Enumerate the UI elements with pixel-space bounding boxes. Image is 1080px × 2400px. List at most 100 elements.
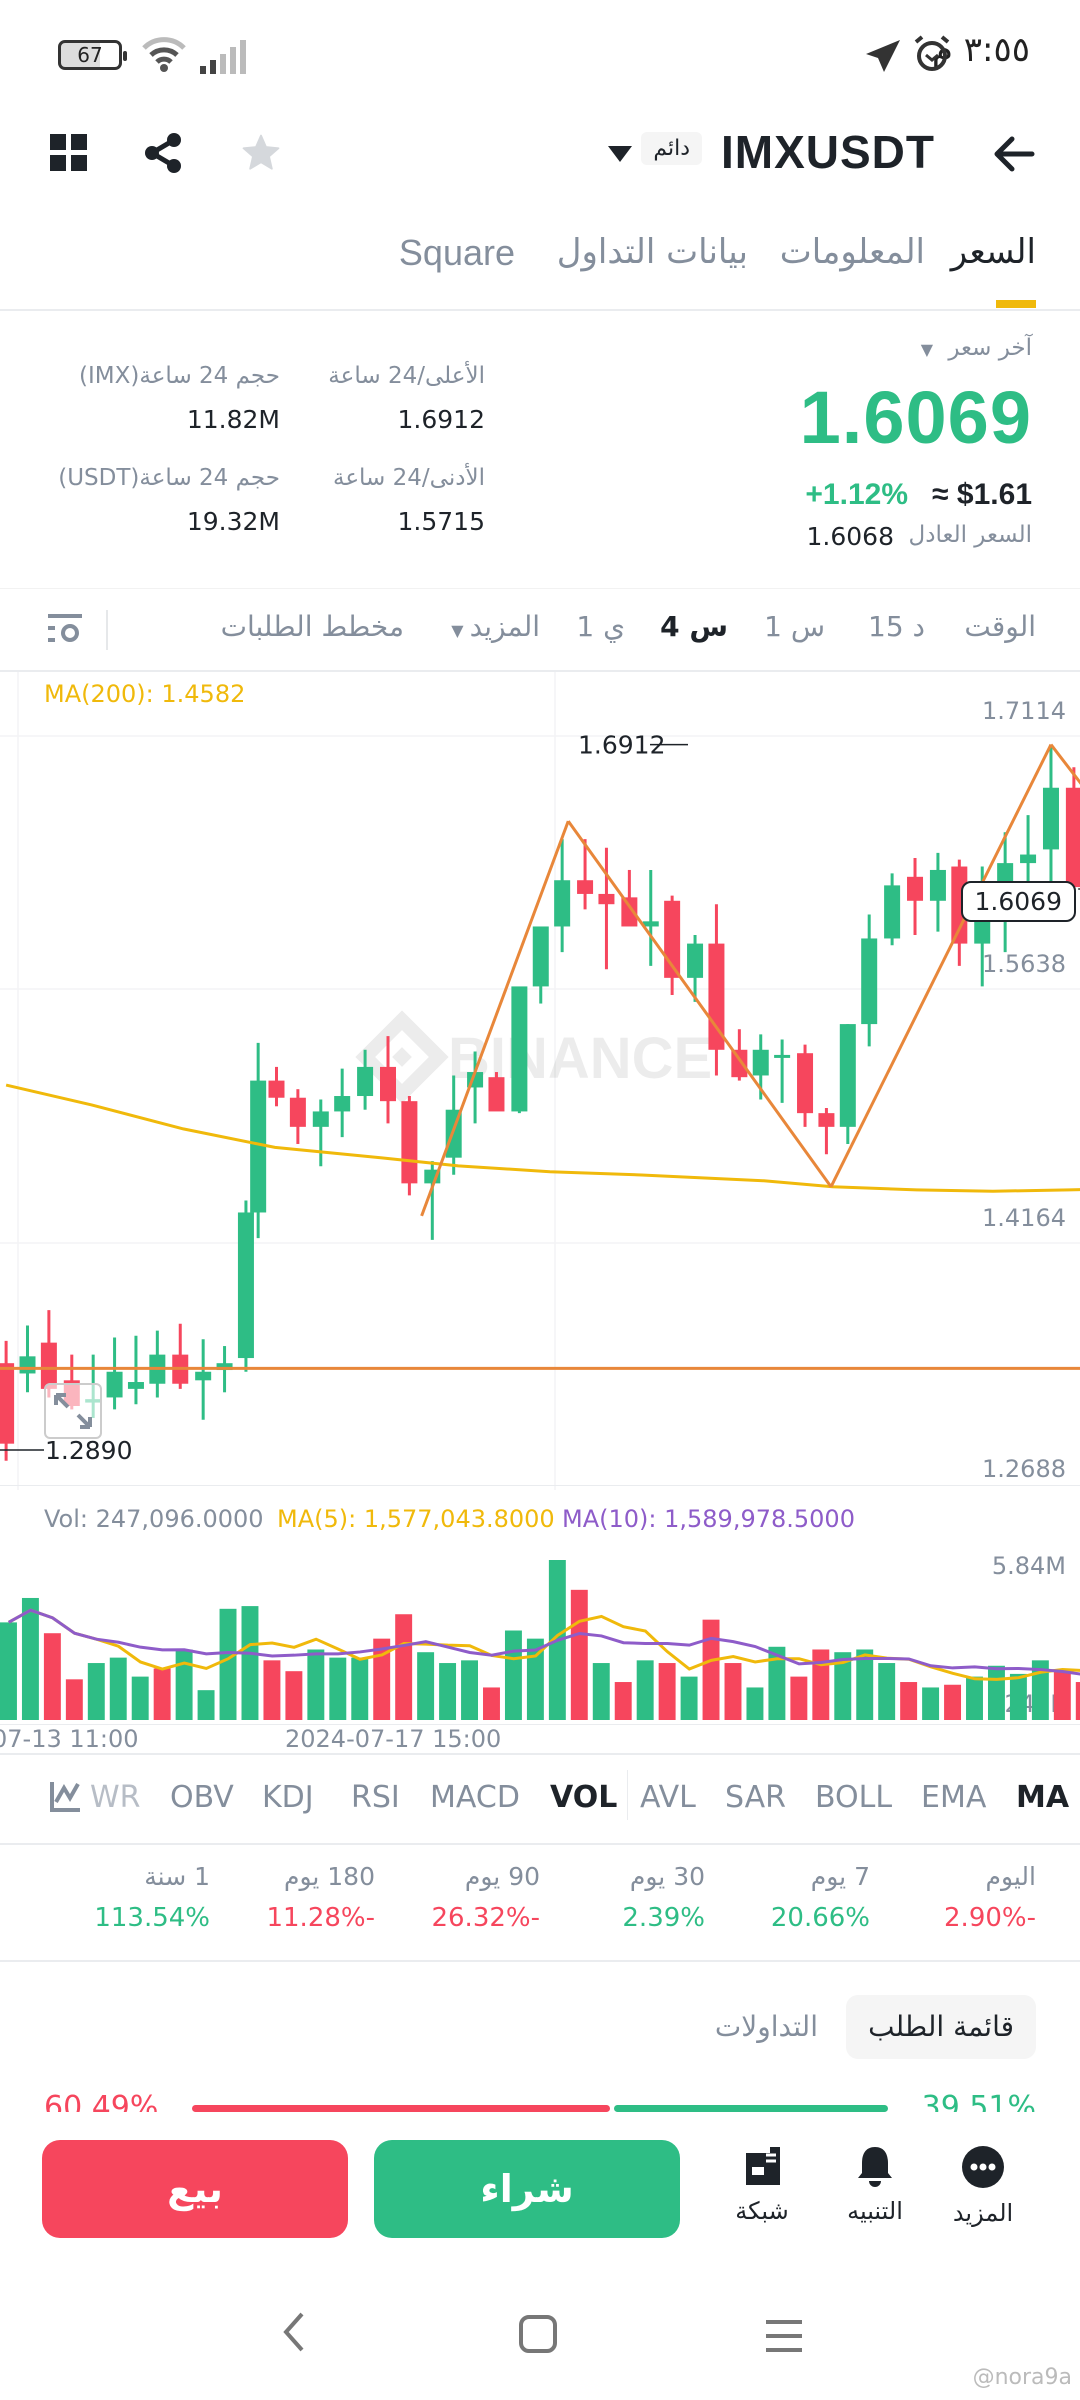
tab-trading-data[interactable]: بيانات التداول xyxy=(556,232,748,272)
tab-square[interactable]: Square xyxy=(398,232,515,273)
tf-more[interactable]: المزيد ▼ xyxy=(451,610,540,643)
tab-price[interactable]: السعر xyxy=(950,232,1036,272)
low-24h-label: الأدنى/24 ساعة xyxy=(332,465,485,491)
y-axis-label: 1.7114 xyxy=(982,697,1066,725)
symbol-title[interactable]: IMXUSDT xyxy=(721,126,935,178)
indicator-wr[interactable]: WR xyxy=(90,1780,141,1815)
sell-ratio: 60.49% xyxy=(44,2090,159,2112)
nav-home-icon[interactable] xyxy=(518,2314,558,2354)
divider xyxy=(0,1753,1080,1755)
perf-label: 30 يوم xyxy=(629,1862,705,1891)
sell-ratio-bar xyxy=(192,2105,610,2112)
indicator-boll[interactable]: BOLL xyxy=(815,1780,893,1815)
more-label: المزيد xyxy=(952,2199,1014,2227)
y-axis-label: 1.2688 xyxy=(982,1455,1066,1483)
y-axis-label: 1.5638 xyxy=(982,950,1066,978)
current-price-tag: 1.6069 xyxy=(960,881,1076,922)
tf-1d[interactable]: 1 ي xyxy=(576,610,625,643)
usd-approx: ≈ $1.61 xyxy=(932,478,1032,511)
indicator-macd[interactable]: MACD xyxy=(430,1780,520,1815)
indicator-vol[interactable]: VOL xyxy=(550,1780,618,1815)
expand-icon xyxy=(54,1393,92,1429)
nav-recents-icon[interactable] xyxy=(764,2318,804,2354)
tf-1h[interactable]: 1 س xyxy=(764,610,825,643)
alert-label: التنبيه xyxy=(847,2197,903,2225)
vol-imx-label: حجم 24 ساعة(IMX) xyxy=(79,363,280,389)
indicator-settings-icon[interactable] xyxy=(50,1780,82,1812)
more-dots-icon xyxy=(962,2146,1004,2188)
grid-trading-button[interactable]: شبكة xyxy=(717,2145,807,2225)
grid-icon[interactable] xyxy=(50,134,88,172)
caret-down-icon: ▼ xyxy=(451,621,464,640)
perf-value: 2.39% xyxy=(622,1903,705,1933)
divider xyxy=(106,610,108,650)
caret-down-icon: ▼ xyxy=(920,340,934,359)
binance-watermark: BINANCE xyxy=(355,1010,712,1104)
perf-value: 113.54% xyxy=(94,1903,210,1933)
perf-today: اليوم 2.90%- xyxy=(886,1862,1036,1933)
high-24h: 1.6912 xyxy=(397,405,485,434)
fullscreen-button[interactable] xyxy=(44,1383,102,1439)
perf-label: 7 يوم xyxy=(810,1862,870,1891)
perf-180d: 180 يوم 11.28%- xyxy=(225,1862,375,1933)
battery-icon: 67 xyxy=(58,40,127,70)
tab-trades[interactable]: التداولات xyxy=(714,2010,818,2043)
y-axis-label: 1.4164 xyxy=(982,1204,1066,1232)
tf-4h[interactable]: 4 س xyxy=(660,610,728,643)
buy-button[interactable]: شراء xyxy=(374,2140,680,2238)
volume-chart xyxy=(0,1560,1080,1720)
clock: ٣:٥٥ م xyxy=(931,30,1030,70)
tab-info[interactable]: المعلومات xyxy=(779,232,925,272)
more-button[interactable]: المزيد xyxy=(938,2145,1028,2227)
ma200-line xyxy=(5,1083,1080,1193)
indicator-ema[interactable]: EMA xyxy=(921,1780,987,1815)
indicator-avl[interactable]: AVL xyxy=(640,1780,696,1815)
share-icon[interactable] xyxy=(142,132,184,174)
divider xyxy=(0,588,1080,589)
back-arrow-icon[interactable] xyxy=(992,134,1036,174)
perf-label: اليوم xyxy=(985,1862,1036,1891)
indicator-kdj[interactable]: KDJ xyxy=(262,1780,314,1815)
svg-text:1.2890: 1.2890 xyxy=(45,1436,132,1465)
grid-label: شبكة xyxy=(735,2197,789,2225)
telegram-icon xyxy=(866,40,900,72)
x-axis-date: 07-13 11:00 xyxy=(0,1725,139,1753)
perf-label: 90 يوم xyxy=(464,1862,540,1891)
buy-sell-ratio: 60.49% 39.51% xyxy=(0,2090,1080,2112)
candlestick-chart[interactable]: BINANCE 1.6912 1.2890 xyxy=(0,672,1080,1492)
star-icon[interactable] xyxy=(240,132,282,174)
perf-90d: 90 يوم 26.32%- xyxy=(390,1862,540,1933)
symbol-dropdown-icon[interactable] xyxy=(608,146,632,162)
perpetual-badge: دائم xyxy=(641,132,702,165)
indicator-obv[interactable]: OBV xyxy=(170,1780,234,1815)
perf-label: 180 يوم xyxy=(283,1862,375,1891)
bell-icon xyxy=(858,2147,892,2187)
x-axis-date: 2024-07-17 15:00 xyxy=(285,1725,502,1753)
last-price-label[interactable]: آخر سعر ▼ xyxy=(921,335,1032,361)
indicator-rsi[interactable]: RSI xyxy=(351,1780,400,1815)
indicator-ma[interactable]: MA xyxy=(1016,1780,1070,1815)
tab-order-book[interactable]: قائمة الطلب xyxy=(846,1995,1036,2059)
grid-bot-icon xyxy=(746,2147,780,2185)
buy-ratio-bar xyxy=(614,2105,888,2112)
vol-usdt: 19.32M xyxy=(186,507,280,536)
signal-icon xyxy=(200,40,246,74)
header xyxy=(0,110,1080,200)
watermark-handle: @nora9a xyxy=(972,2365,1072,2390)
volume-axis-top: 5.84M xyxy=(991,1552,1066,1580)
nav-back-icon[interactable] xyxy=(278,2310,308,2354)
sell-button[interactable]: بيع xyxy=(42,2140,348,2238)
alert-button[interactable]: التنبيه xyxy=(830,2145,920,2225)
indicator-sar[interactable]: SAR xyxy=(725,1780,786,1815)
divider xyxy=(0,1485,1080,1486)
tf-depth-chart[interactable]: مخطط الطلبات xyxy=(220,610,404,643)
tf-15m[interactable]: 15 د xyxy=(868,610,925,643)
tf-time[interactable]: الوقت xyxy=(964,610,1036,643)
chart-settings-icon[interactable] xyxy=(48,612,84,646)
vol-usdt-label: حجم 24 ساعة(USDT) xyxy=(58,465,280,491)
divider xyxy=(627,1770,628,1820)
volume-label: Vol: 247,096.0000 xyxy=(44,1505,264,1533)
high-24h-label: الأعلى/24 ساعة xyxy=(328,363,485,389)
trend-drawing-lines[interactable] xyxy=(420,743,1080,1362)
buy-ratio: 39.51% xyxy=(921,2090,1036,2112)
